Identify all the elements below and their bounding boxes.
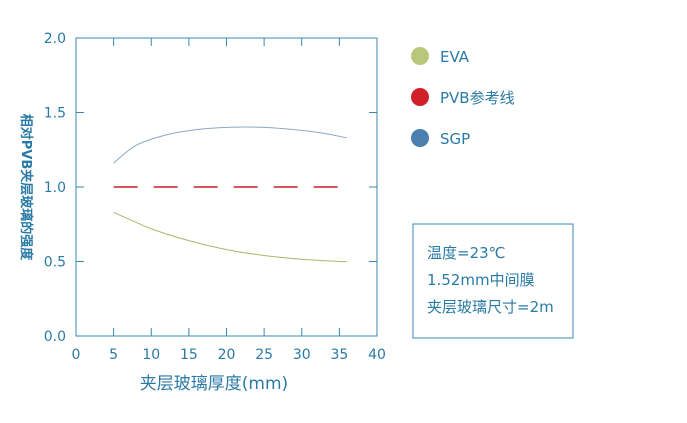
x-tick-label: 10	[142, 347, 160, 363]
y-tick-label: 1.5	[44, 106, 66, 122]
x-axis-label: 夹层玻璃厚度(mm)	[140, 374, 288, 394]
y-tick-label: 0.0	[44, 329, 66, 345]
x-ticks: 0 5 10 15 20 25 30 35 40	[72, 38, 386, 363]
y-tick-label: 0.5	[44, 255, 66, 271]
annotation-line: 夹层玻璃尺寸=2m	[427, 298, 554, 316]
x-tick-label: 20	[218, 347, 236, 363]
series-line-SGP	[113, 126, 347, 164]
annotation-line: 温度=23℃	[427, 244, 506, 262]
x-tick-label: 35	[330, 347, 348, 363]
annotation-line: 1.52mm中间膜	[427, 271, 535, 289]
series-line-EVA	[113, 211, 347, 263]
y-ticks: 0.0 0.5 1.0 1.5 2.0	[44, 31, 377, 345]
y-axis-label: 相对PVB夹层玻璃的强度	[18, 114, 34, 261]
legend-marker	[411, 47, 429, 65]
x-tick-label: 25	[255, 347, 273, 363]
y-tick-label: 1.0	[44, 180, 66, 196]
x-tick-label: 30	[293, 347, 311, 363]
legend-label: SGP	[440, 130, 470, 148]
legend-label: EVA	[440, 48, 470, 66]
x-tick-label: 40	[368, 347, 386, 363]
legend-marker	[411, 88, 429, 106]
legend-marker	[411, 129, 429, 147]
x-tick-label: 0	[72, 347, 81, 363]
series-lines	[113, 126, 347, 263]
annotation-box	[412, 223, 574, 339]
legend-label: PVB参考线	[440, 89, 515, 107]
y-tick-label: 2.0	[44, 31, 66, 47]
x-tick-label: 5	[109, 347, 118, 363]
legend: EVA PVB参考线 SGP	[411, 47, 515, 148]
x-tick-label: 15	[180, 347, 198, 363]
